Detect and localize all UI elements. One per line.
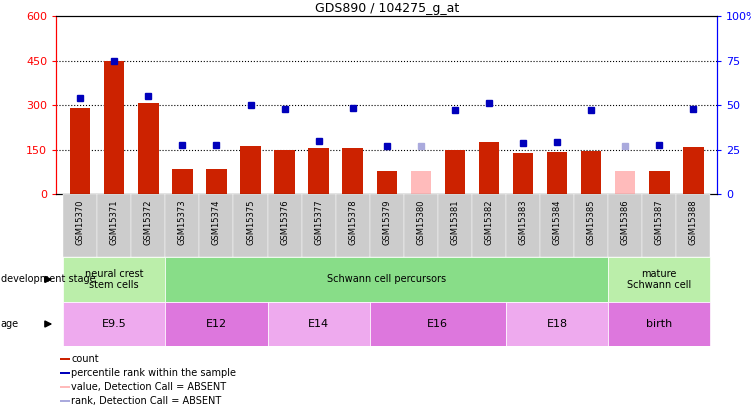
Bar [70, 108, 90, 194]
Text: GSM15381: GSM15381 [451, 199, 460, 245]
Bar [506, 302, 608, 346]
Text: Schwann cell percursors: Schwann cell percursors [327, 275, 446, 284]
Bar [138, 103, 158, 194]
Bar [234, 194, 267, 257]
Text: GSM15387: GSM15387 [655, 199, 664, 245]
Text: percentile rank within the sample: percentile rank within the sample [71, 368, 237, 378]
Bar [581, 151, 602, 194]
Bar [547, 152, 567, 194]
Text: GSM15385: GSM15385 [587, 199, 596, 245]
Text: GSM15382: GSM15382 [484, 199, 493, 245]
Bar [60, 400, 70, 403]
Bar [240, 146, 261, 194]
Text: GSM15371: GSM15371 [110, 199, 119, 245]
Bar [165, 194, 200, 257]
Text: rank, Detection Call = ABSENT: rank, Detection Call = ABSENT [71, 396, 222, 405]
Text: E18: E18 [547, 319, 568, 329]
Bar [60, 386, 70, 388]
Text: count: count [71, 354, 99, 364]
Text: GSM15376: GSM15376 [280, 199, 289, 245]
Text: neural crest
stem cells: neural crest stem cells [85, 269, 143, 290]
Text: development stage: development stage [1, 275, 95, 284]
Bar [404, 194, 438, 257]
Bar [369, 302, 506, 346]
Bar [574, 194, 608, 257]
Text: GSM15375: GSM15375 [246, 199, 255, 245]
Text: GSM15380: GSM15380 [416, 199, 425, 245]
Bar [649, 171, 669, 194]
Bar [267, 302, 369, 346]
Bar [207, 169, 227, 194]
Bar [60, 372, 70, 374]
Text: E14: E14 [308, 319, 329, 329]
Text: E16: E16 [427, 319, 448, 329]
Bar [608, 257, 710, 302]
Bar [369, 194, 404, 257]
Text: GSM15383: GSM15383 [518, 199, 527, 245]
Bar [267, 194, 302, 257]
Bar [342, 148, 363, 194]
Bar [540, 194, 574, 257]
Bar [302, 194, 336, 257]
Bar [274, 150, 295, 194]
Bar [677, 194, 710, 257]
Text: E12: E12 [206, 319, 227, 329]
Bar [683, 147, 704, 194]
Bar [131, 194, 165, 257]
Bar [104, 61, 125, 194]
Bar [200, 194, 234, 257]
Text: age: age [1, 319, 19, 329]
Text: value, Detection Call = ABSENT: value, Detection Call = ABSENT [71, 382, 227, 392]
Bar [615, 171, 635, 194]
Bar [513, 153, 533, 194]
Bar [172, 169, 192, 194]
Bar [472, 194, 506, 257]
Bar [165, 302, 267, 346]
Text: birth: birth [646, 319, 672, 329]
Bar [165, 257, 608, 302]
Text: GSM15384: GSM15384 [553, 199, 562, 245]
Bar [608, 194, 642, 257]
Text: mature
Schwann cell: mature Schwann cell [627, 269, 692, 290]
Bar [445, 150, 465, 194]
Text: E9.5: E9.5 [102, 319, 127, 329]
Text: GSM15379: GSM15379 [382, 199, 391, 245]
Text: GSM15378: GSM15378 [348, 199, 357, 245]
Text: GSM15372: GSM15372 [143, 199, 152, 245]
Text: GSM15373: GSM15373 [178, 199, 187, 245]
Text: GSM15377: GSM15377 [314, 199, 323, 245]
Bar [63, 194, 97, 257]
Text: GSM15386: GSM15386 [621, 199, 630, 245]
Bar [438, 194, 472, 257]
Text: GSM15370: GSM15370 [76, 199, 85, 245]
Bar [411, 171, 431, 194]
Bar [97, 194, 131, 257]
Bar [63, 257, 165, 302]
Bar [642, 194, 677, 257]
Bar [376, 171, 397, 194]
Bar [336, 194, 369, 257]
Text: GSM15388: GSM15388 [689, 199, 698, 245]
Bar [506, 194, 540, 257]
Bar [309, 148, 329, 194]
Title: GDS890 / 104275_g_at: GDS890 / 104275_g_at [315, 2, 459, 15]
Bar [60, 358, 70, 360]
Bar [63, 302, 165, 346]
Bar [478, 143, 499, 194]
Bar [608, 302, 710, 346]
Text: GSM15374: GSM15374 [212, 199, 221, 245]
